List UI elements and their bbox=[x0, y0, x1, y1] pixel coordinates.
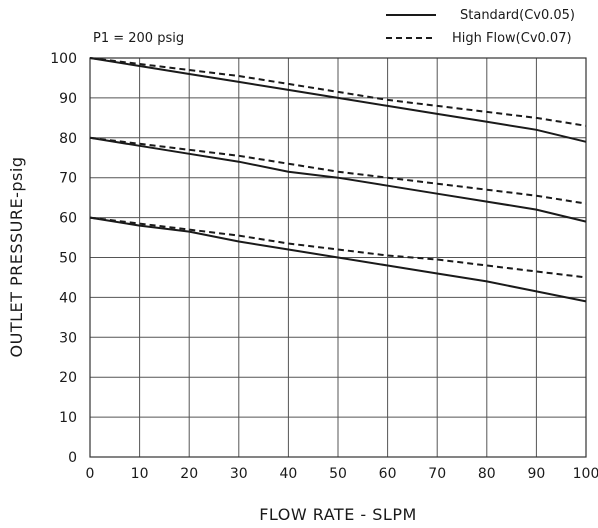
y-tick-label: 100 bbox=[50, 51, 77, 67]
y-tick-label: 20 bbox=[59, 370, 77, 386]
y-axis-label: OUTLET PRESSURE-psig bbox=[7, 157, 26, 358]
x-tick-label: 50 bbox=[329, 466, 347, 482]
x-tick-label: 30 bbox=[230, 466, 248, 482]
y-tick-labels: 0 10 20 30 40 50 60 70 80 90 100 bbox=[50, 51, 77, 466]
series-line-high-flow bbox=[89, 216, 587, 279]
x-tick-label: 60 bbox=[379, 466, 397, 482]
y-tick-label: 60 bbox=[59, 211, 77, 227]
series-group bbox=[89, 57, 587, 303]
series-line-high-flow bbox=[89, 57, 587, 127]
x-tick-label: 10 bbox=[131, 466, 149, 482]
plot-frame bbox=[89, 57, 587, 458]
x-tick-label: 80 bbox=[478, 466, 496, 482]
x-tick-labels: 0 10 20 30 40 50 60 70 80 90 100 bbox=[86, 466, 598, 482]
legend: Standard(Cv0.05) High Flow(Cv0.07) bbox=[386, 8, 575, 46]
x-tick-label: 90 bbox=[527, 466, 545, 482]
y-tick-label: 80 bbox=[59, 131, 77, 147]
pressure-annotation: P1 = 200 psig bbox=[93, 31, 184, 46]
series-line-standard bbox=[89, 216, 587, 303]
y-tick-label: 40 bbox=[59, 290, 77, 306]
y-tick-label: 0 bbox=[68, 450, 77, 466]
grid bbox=[89, 57, 587, 458]
series-line-high-flow bbox=[89, 136, 587, 205]
x-tick-label: 20 bbox=[180, 466, 198, 482]
y-tick-label: 50 bbox=[59, 251, 77, 267]
x-tick-label: 40 bbox=[279, 466, 297, 482]
y-tick-label: 90 bbox=[59, 91, 77, 107]
y-tick-label: 70 bbox=[59, 171, 77, 187]
series-line-standard bbox=[89, 136, 587, 223]
series-line-standard bbox=[89, 57, 587, 143]
y-tick-label: 30 bbox=[59, 330, 77, 346]
y-tick-label: 10 bbox=[59, 410, 77, 426]
legend-label-standard: Standard(Cv0.05) bbox=[460, 8, 575, 23]
x-axis-label: FLOW RATE - SLPM bbox=[259, 505, 417, 524]
x-tick-label: 0 bbox=[86, 466, 95, 482]
x-tick-label: 100 bbox=[573, 466, 598, 482]
x-tick-label: 70 bbox=[428, 466, 446, 482]
legend-label-high-flow: High Flow(Cv0.07) bbox=[452, 31, 572, 46]
